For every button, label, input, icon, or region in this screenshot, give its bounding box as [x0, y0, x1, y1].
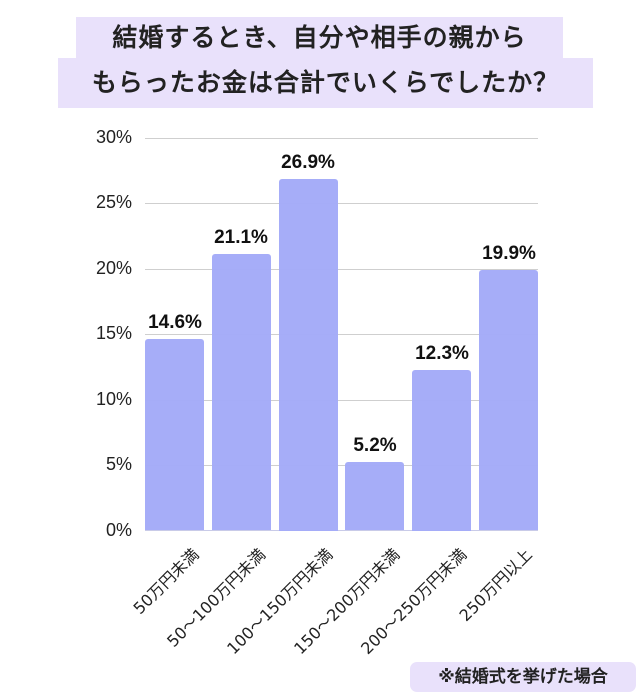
y-axis-tick-label: 20% [95, 258, 132, 278]
bar-2 [212, 254, 271, 530]
gridline [145, 138, 538, 139]
bar-3 [279, 179, 338, 531]
x-axis-baseline [145, 530, 538, 531]
y-axis-tick-label: 25% [95, 192, 132, 212]
gridline [145, 334, 538, 335]
y-axis-tick-label: 5% [105, 454, 132, 474]
bar-value-label: 5.2% [353, 435, 397, 456]
gridline [145, 465, 538, 466]
y-axis-tick-label: 30% [95, 127, 132, 147]
footnote-badge: ※結婚式を挙げた場合 [410, 662, 636, 692]
y-axis-tick-label: 10% [95, 389, 132, 409]
chart-title-line-1: 結婚するとき、自分や相手の親から [76, 17, 563, 58]
bar-5 [412, 370, 471, 531]
bar-4 [345, 462, 404, 530]
bar-value-label: 12.3% [415, 343, 469, 364]
gridline [145, 400, 538, 401]
bar-1 [145, 339, 204, 530]
bar-value-label: 26.9% [281, 152, 335, 173]
gridline [145, 203, 538, 204]
chart-title-line-2: もらったお金は合計でいくらでしたか？ [58, 58, 593, 108]
bar-value-label: 21.1% [214, 227, 268, 248]
bar-value-label: 19.9% [482, 243, 536, 264]
y-axis-tick-label: 0% [105, 520, 132, 540]
bar-value-label: 14.6% [148, 312, 202, 333]
y-axis-tick-label: 15% [95, 323, 132, 343]
bar-6 [479, 270, 538, 530]
gridline [145, 269, 538, 270]
